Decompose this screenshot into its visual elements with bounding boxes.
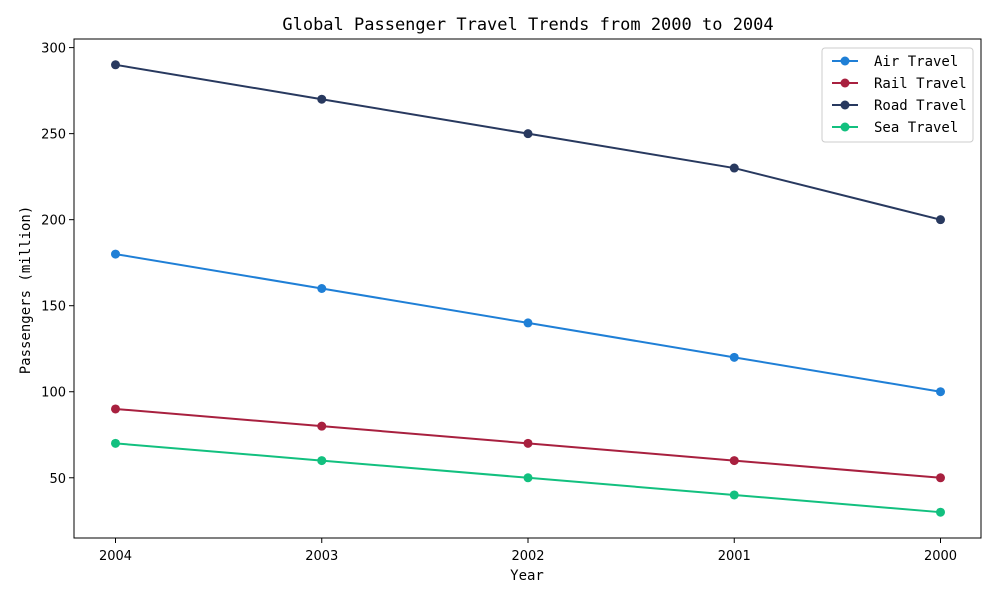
data-point-rail-travel xyxy=(729,456,739,466)
data-point-road-travel xyxy=(936,215,945,225)
y-axis-label: Passengers (million) xyxy=(18,206,34,375)
data-point-air-travel xyxy=(523,318,533,328)
data-point-sea-travel xyxy=(523,473,533,483)
data-point-road-travel xyxy=(317,94,327,104)
data-point-rail-travel xyxy=(317,421,327,431)
data-point-sea-travel xyxy=(936,507,945,517)
data-point-air-travel xyxy=(936,387,945,397)
legend-label-rail-travel: Rail Travel xyxy=(874,76,967,92)
data-point-air-travel xyxy=(729,352,739,362)
y-tick-label: 300 xyxy=(41,42,66,57)
x-tick-label: 2001 xyxy=(718,549,751,564)
x-tick-label: 2004 xyxy=(99,549,132,564)
y-tick-label: 50 xyxy=(49,472,66,487)
legend-box xyxy=(821,47,974,143)
data-point-air-travel xyxy=(317,284,327,293)
y-tick-label: 100 xyxy=(41,386,66,401)
x-tick-label: 2000 xyxy=(924,549,957,564)
data-point-sea-travel xyxy=(729,490,739,500)
data-point-road-travel xyxy=(729,163,739,173)
data-point-road-travel xyxy=(111,60,120,70)
legend-label-air-travel: Air Travel xyxy=(874,54,958,70)
x-tick-label: 2003 xyxy=(305,549,338,564)
data-point-road-travel xyxy=(523,129,533,139)
data-point-sea-travel xyxy=(111,438,120,448)
legend-label-road-travel: Road Travel xyxy=(874,98,967,114)
x-tick-label: 2002 xyxy=(511,549,544,564)
chart-title: Global Passenger Travel Trends from 2000… xyxy=(282,15,773,35)
y-tick-label: 150 xyxy=(41,300,66,315)
data-point-sea-travel xyxy=(317,456,327,466)
legend-marker-air-travel xyxy=(840,56,850,66)
data-point-rail-travel xyxy=(936,473,945,483)
legend-marker-road-travel xyxy=(840,100,850,110)
legend: Air Travel Rail Travel Road Travel Sea Trav… xyxy=(821,47,974,143)
plot-area: 2004 2003 2002 2001 2000 50 100 150 200 250 300 xyxy=(41,38,982,564)
data-point-rail-travel xyxy=(523,438,533,448)
series-line-road-travel xyxy=(115,63,941,221)
legend-marker-rail-travel xyxy=(840,78,850,88)
y-tick-label: 200 xyxy=(41,214,66,229)
x-axis-label: Year xyxy=(510,568,544,584)
data-point-rail-travel xyxy=(111,404,120,414)
legend-marker-sea-travel xyxy=(840,122,850,132)
y-tick-label: 250 xyxy=(41,128,66,143)
data-point-air-travel xyxy=(111,249,120,259)
legend-label-sea-travel: Sea Travel xyxy=(874,120,958,136)
